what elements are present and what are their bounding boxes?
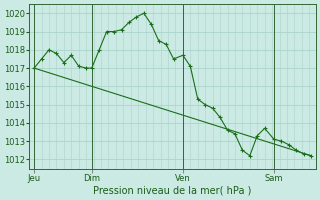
X-axis label: Pression niveau de la mer( hPa ): Pression niveau de la mer( hPa ) (93, 186, 252, 196)
